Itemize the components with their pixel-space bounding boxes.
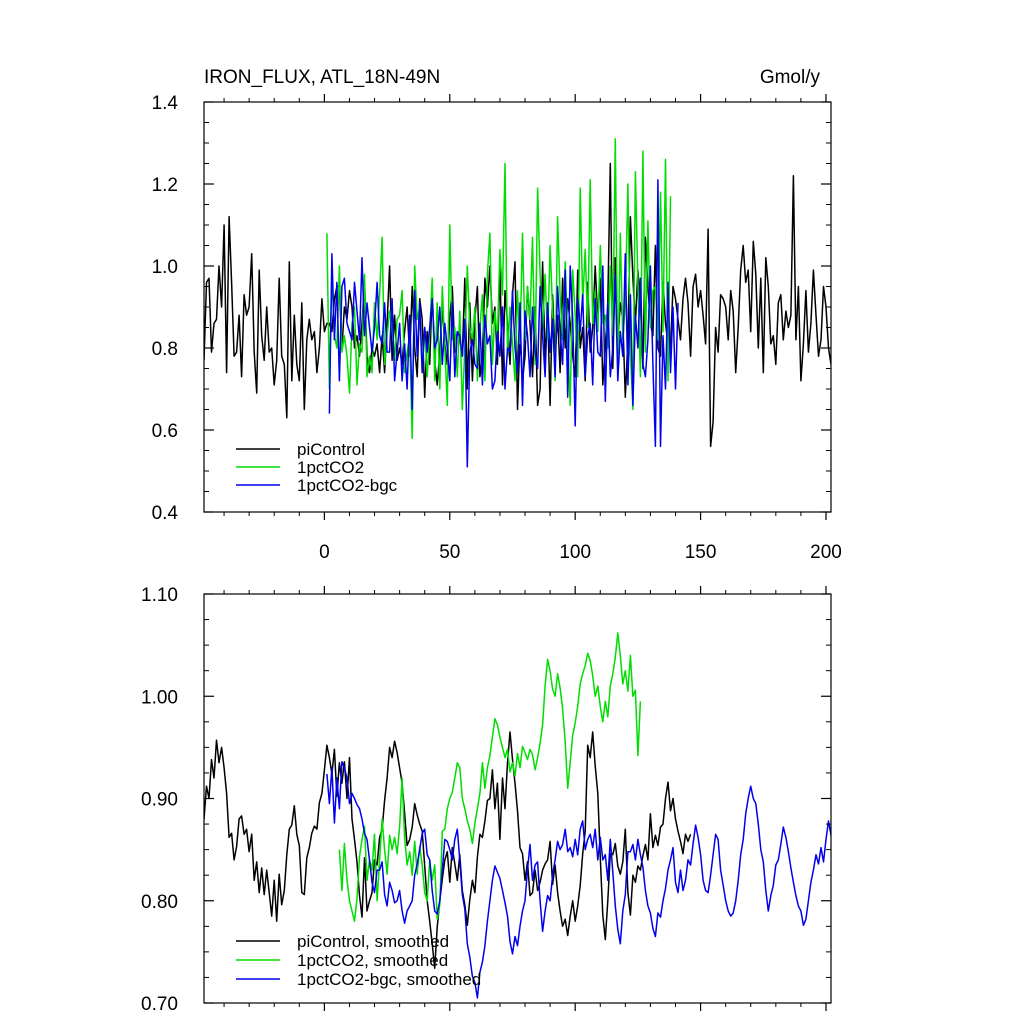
top-panel-units: Gmol/y (760, 67, 821, 88)
y-tick-label: 1.10 (141, 585, 178, 606)
x-tick-label: 200 (810, 542, 842, 563)
y-tick-label: 1.4 (152, 93, 179, 114)
legend-label: piControl, smoothed (297, 932, 449, 951)
series-line-1pctco2 (326, 138, 672, 439)
series-line-picontrol (204, 162, 831, 448)
legend-label: 1pctCO2 (297, 458, 364, 477)
series-line-1pctco2-bgc (328, 179, 679, 468)
y-tick-label: 0.70 (141, 994, 178, 1015)
top-plot-area (204, 138, 831, 468)
x-tick-label: 150 (685, 542, 717, 563)
top-panel-title: IRON_FLUX, ATL_18N-49N (204, 67, 440, 88)
series-line-1pctco2-bgc-smoothed (326, 760, 831, 999)
series-line-picontrol-smoothed (204, 731, 692, 969)
legend-label: 1pctCO2-bgc, smoothed (297, 970, 481, 989)
y-tick-label: 0.80 (141, 892, 178, 913)
series-line-1pctco2-smoothed (338, 632, 642, 922)
y-tick-label: 1.00 (141, 687, 178, 708)
x-tick-label: 100 (559, 542, 591, 563)
y-tick-label: 1.0 (152, 257, 178, 278)
y-tick-label: 1.2 (152, 175, 178, 196)
bottom-panel: 0.70 0.80 0.90 1.00 1.10 piControl, smoothed… (141, 585, 832, 1015)
top-panel: IRON_FLUX, ATL_18N-49N Gmol/y 0.4 0.6 0.8 1… (152, 67, 842, 563)
bottom-axis-ticks (204, 586, 831, 1011)
legend-label: 1pctCO2-bgc (297, 476, 398, 495)
x-tick-label: 0 (319, 542, 330, 563)
x-tick-label: 50 (439, 542, 460, 563)
legend-label: piControl (297, 440, 365, 459)
bottom-plot-area (204, 632, 831, 999)
y-tick-label: 0.6 (152, 421, 178, 442)
y-tick-label: 0.8 (152, 339, 178, 360)
bottom-tick-labels: 0.70 0.80 0.90 1.00 1.10 (141, 585, 178, 1015)
top-tick-labels: 0.4 0.6 0.8 1.0 1.2 1.4 0 50 100 150 200 (152, 93, 842, 563)
top-plot-frame (203, 101, 832, 513)
y-tick-label: 0.4 (152, 503, 179, 524)
top-axis-ticks (204, 94, 831, 520)
y-tick-label: 0.90 (141, 790, 178, 811)
legend-label: 1pctCO2, smoothed (297, 951, 448, 970)
bottom-plot-frame (203, 593, 832, 1004)
